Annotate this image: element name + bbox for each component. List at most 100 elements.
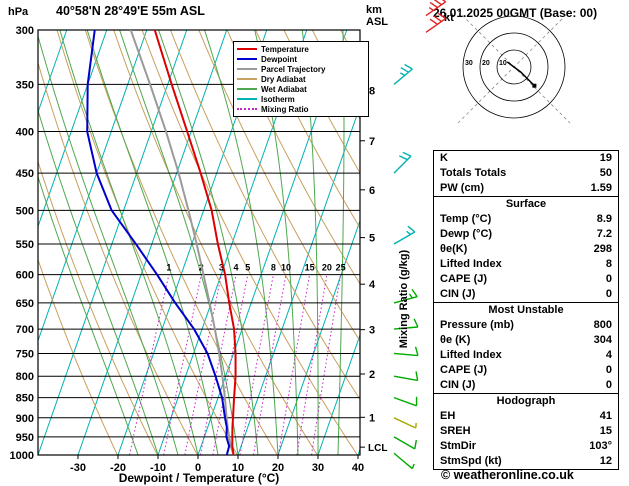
wind-barb-tick <box>414 439 418 450</box>
pressure-tick-label: 650 <box>16 298 34 310</box>
table-row: StmSpd (kt) 12 <box>434 454 618 469</box>
legend-label: Dry Adiabat <box>261 74 306 84</box>
table-row: Lifted Index 8 <box>434 257 618 272</box>
legend-item: Dewpoint <box>237 54 365 64</box>
mixing-ratio-line <box>184 274 222 455</box>
hodograph-trace <box>506 61 535 87</box>
wind-barb-tick <box>404 63 413 70</box>
legend-line-sample <box>237 88 257 90</box>
wind-barb-tick <box>411 288 418 298</box>
table-row: Pressure (mb) 800 <box>434 318 618 333</box>
mixing-ratio-line <box>310 274 342 455</box>
table-row-label: CAPE (J) <box>440 273 488 285</box>
mixing-ratio-value-label: 8 <box>271 263 276 273</box>
table-row-value: 0 <box>605 288 612 300</box>
km-tick-label: 5 <box>369 233 375 245</box>
km-tick-label: 8 <box>369 85 375 97</box>
mixing-ratio-value-label: 20 <box>322 263 332 273</box>
legend-line-sample <box>237 48 257 50</box>
wind-barb-shaft <box>425 1 447 17</box>
series-dewpoint <box>86 30 231 455</box>
km-tick-label: 6 <box>369 185 375 197</box>
dry-adiabat-line <box>283 30 360 174</box>
table-row: EH 41 <box>434 409 618 424</box>
legend-line-sample <box>237 68 257 70</box>
pressure-tick-label: 400 <box>16 127 34 139</box>
isotherm-line <box>38 30 148 343</box>
table-row-value: 8 <box>605 258 612 270</box>
table-row-label: Lifted Index <box>440 258 502 270</box>
table-row-label: StmSpd (kt) <box>440 455 502 467</box>
wind-barb-shaft <box>393 68 413 85</box>
table-row-label: θe (K) <box>440 334 471 346</box>
table-row-label: Dewp (°C) <box>440 228 493 240</box>
table-row: Lifted Index 4 <box>434 348 618 363</box>
mixing-ratio-value-label: 1 <box>166 263 171 273</box>
temp-tick-label: 10 <box>232 462 244 474</box>
isotherm-line <box>237 104 360 455</box>
table-row-label: Lifted Index <box>440 349 502 361</box>
temp-tick-label: 30 <box>312 462 324 474</box>
wind-barb-half-tick <box>408 293 413 299</box>
wind-barb-shaft <box>393 352 418 357</box>
skewt-axes: 3003504004505005506006507007508008509009… <box>10 25 388 474</box>
wind-barb-shaft <box>393 396 417 407</box>
legend-label: Wet Adiabat <box>261 84 307 94</box>
sounding-curves <box>86 30 237 455</box>
page-title: 40°58'N 28°49'E 55m ASL <box>56 4 205 18</box>
skewt-diagram: 1 2 3 4 5 8 10 15 20 2530035040045050055060065070… <box>10 0 447 474</box>
km-tick-label: 7 <box>369 136 375 148</box>
table-row: SREH 15 <box>434 424 618 439</box>
dry-adiabat-line <box>38 61 198 455</box>
dry-adiabat-line <box>169 30 360 401</box>
table-row-value: 298 <box>593 243 612 255</box>
hodograph-ring-label: 30 <box>465 60 473 67</box>
table-row-value: 4 <box>605 349 612 361</box>
hodograph-ring <box>496 49 532 85</box>
legend-line-sample <box>237 78 257 80</box>
table-row: CIN (J) 0 <box>434 287 618 302</box>
table-row-label: SREH <box>440 425 471 437</box>
hodograph-ring <box>462 15 566 119</box>
x-axis-title: Dewpoint / Temperature (°C) <box>118 471 280 485</box>
series-temperature <box>153 30 237 455</box>
table-section: Surface Temp (°C) 8.9 Dewp (°C) 7.2 θe(K) 298 L… <box>433 197 619 303</box>
legend-box: Temperature Dewpoint Parcel Trajectory Dry … <box>233 41 369 117</box>
dry-adiabat-line <box>113 30 318 455</box>
altitude-axis-unit: km ASL <box>366 4 388 28</box>
pressure-tick-label: 550 <box>16 239 34 251</box>
legend-line-sample <box>237 98 257 100</box>
km-tick-label: 3 <box>369 325 375 337</box>
table-row: Totals Totals 50 <box>434 166 618 181</box>
hodograph: 10 20 30 <box>457 10 571 124</box>
legend-line-sample <box>237 58 257 60</box>
dry-adiabat-line <box>198 30 360 342</box>
pressure-tick-label: 850 <box>16 393 34 405</box>
table-row: CIN (J) 0 <box>434 378 618 393</box>
table-row-label: EH <box>440 410 456 422</box>
legend-label: Isotherm <box>261 94 295 104</box>
mixing-ratio-value-label: 25 <box>336 263 346 273</box>
isotherm-line <box>38 30 188 455</box>
indices-table: K 19 Totals Totals 50 PW (cm) 1.59 Surface Temp… <box>433 150 619 470</box>
isotherm-line <box>277 219 360 455</box>
pressure-tick-label: 900 <box>16 413 34 425</box>
pressure-tick-label: 600 <box>16 270 34 282</box>
temp-tick-label: -10 <box>150 462 166 474</box>
pressure-tick-label: 950 <box>16 432 34 444</box>
table-row-value: 12 <box>599 455 612 467</box>
wind-barb-tick <box>413 318 419 328</box>
table-row-label: CIN (J) <box>440 288 476 300</box>
table-row-label: Pressure (mb) <box>440 319 514 331</box>
table-row-label: K <box>440 152 448 164</box>
mixing-ratio-value-label: 3 <box>219 263 224 273</box>
table-row-label: Temp (°C) <box>440 213 492 225</box>
table-row-value: 50 <box>599 167 612 179</box>
wind-barb-tick <box>433 0 442 6</box>
altitude-unit-asl: ASL <box>366 16 388 28</box>
wind-barb-shaft <box>393 375 418 382</box>
table-section: Hodograph EH 41 SREH 15 StmDir 103° StmSpd (kt)… <box>433 394 619 470</box>
mixing-ratio-value-label: 4 <box>234 263 239 273</box>
table-row: θe (K) 304 <box>434 333 618 348</box>
table-row-value: 103° <box>589 440 612 452</box>
